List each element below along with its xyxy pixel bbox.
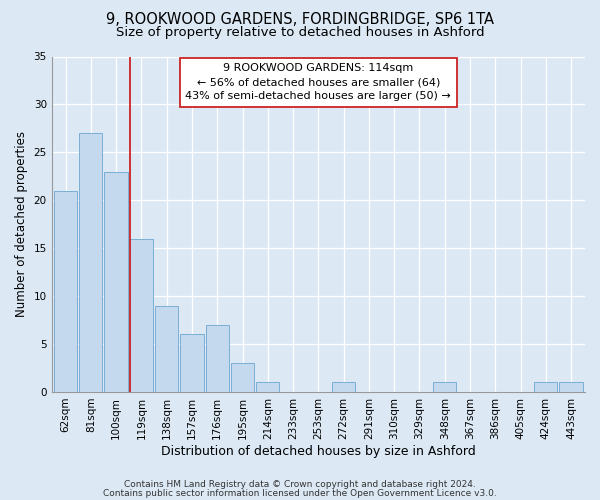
- Text: Contains HM Land Registry data © Crown copyright and database right 2024.: Contains HM Land Registry data © Crown c…: [124, 480, 476, 489]
- Bar: [256, 382, 280, 392]
- Bar: [231, 363, 254, 392]
- Text: 9 ROOKWOOD GARDENS: 114sqm
← 56% of detached houses are smaller (64)
43% of semi: 9 ROOKWOOD GARDENS: 114sqm ← 56% of deta…: [185, 63, 451, 101]
- Bar: [104, 172, 128, 392]
- Bar: [130, 238, 153, 392]
- Bar: [534, 382, 557, 392]
- Bar: [79, 133, 103, 392]
- Y-axis label: Number of detached properties: Number of detached properties: [15, 131, 28, 317]
- Bar: [433, 382, 457, 392]
- Text: 9, ROOKWOOD GARDENS, FORDINGBRIDGE, SP6 1TA: 9, ROOKWOOD GARDENS, FORDINGBRIDGE, SP6 …: [106, 12, 494, 28]
- Bar: [206, 325, 229, 392]
- Bar: [54, 190, 77, 392]
- X-axis label: Distribution of detached houses by size in Ashford: Distribution of detached houses by size …: [161, 444, 476, 458]
- Text: Size of property relative to detached houses in Ashford: Size of property relative to detached ho…: [116, 26, 484, 39]
- Bar: [155, 306, 178, 392]
- Bar: [181, 334, 203, 392]
- Bar: [559, 382, 583, 392]
- Bar: [332, 382, 355, 392]
- Text: Contains public sector information licensed under the Open Government Licence v3: Contains public sector information licen…: [103, 489, 497, 498]
